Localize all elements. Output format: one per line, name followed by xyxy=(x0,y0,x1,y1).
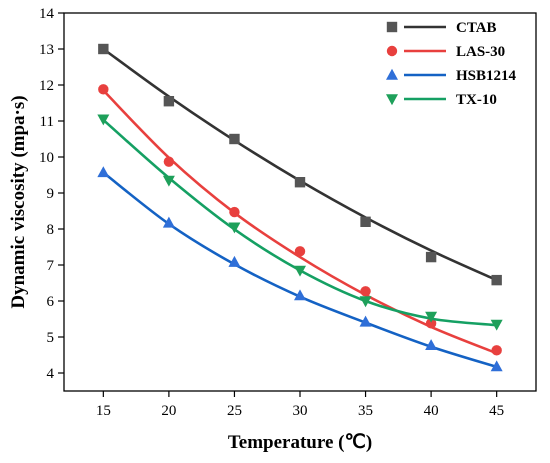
y-tick-label: 5 xyxy=(47,330,55,346)
x-tick-label: 40 xyxy=(424,403,439,419)
x-tick-label: 25 xyxy=(227,403,242,419)
data-point xyxy=(425,251,437,263)
data-point xyxy=(425,318,437,329)
data-point xyxy=(360,286,371,297)
legend-label: LAS-30 xyxy=(456,44,505,60)
data-point xyxy=(98,84,109,95)
x-tick-label: 35 xyxy=(358,403,373,419)
y-tick-label: 7 xyxy=(47,258,55,274)
legend-marker xyxy=(386,68,398,80)
data-point xyxy=(163,96,175,107)
x-axis-title: Temperature (℃) xyxy=(228,432,372,453)
x-tick-label: 20 xyxy=(161,403,176,419)
fit-line xyxy=(102,89,498,355)
data-point xyxy=(491,274,502,286)
y-tick-label: 6 xyxy=(47,294,55,310)
data-point xyxy=(294,265,306,277)
legend-marker xyxy=(386,21,398,33)
data-point xyxy=(425,311,438,323)
data-point xyxy=(294,289,306,301)
legend-item: HSB1214 xyxy=(386,68,517,84)
legend-item: LAS-30 xyxy=(386,44,505,60)
x-tick-label: 45 xyxy=(489,403,504,419)
data-point xyxy=(97,114,110,126)
y-axis-ticks: 4 5 6 7 8 9 10 11 12 13 14 xyxy=(39,6,64,382)
series-las-30 xyxy=(98,84,502,356)
data-point xyxy=(98,43,109,55)
y-tick-label: 14 xyxy=(39,6,55,22)
x-tick-label: 30 xyxy=(293,403,308,419)
y-tick-label: 13 xyxy=(39,42,54,58)
data-point xyxy=(490,360,503,372)
legend-label: CTAB xyxy=(456,20,497,36)
data-point xyxy=(228,255,241,267)
data-point xyxy=(97,166,110,178)
y-tick-label: 8 xyxy=(47,222,55,238)
y-tick-label: 4 xyxy=(47,366,55,382)
data-point xyxy=(491,345,502,356)
y-tick-label: 9 xyxy=(47,186,55,202)
series-tx-10 xyxy=(97,114,503,331)
x-axis-ticks: 15 20 25 30 35 40 45 xyxy=(96,391,504,419)
data-point xyxy=(229,133,240,145)
y-tick-label: 12 xyxy=(39,78,54,94)
data-point xyxy=(294,177,306,188)
series-hsb1214 xyxy=(97,166,503,372)
series-ctab xyxy=(98,43,502,286)
y-axis-title: Dynamic viscosity (mpa·s) xyxy=(8,95,29,308)
data-point xyxy=(360,216,371,227)
x-tick-label: 15 xyxy=(96,403,111,419)
data-point xyxy=(294,246,306,257)
legend-label: TX-10 xyxy=(456,92,497,108)
data-point xyxy=(229,206,240,218)
data-point xyxy=(425,339,438,350)
data-point xyxy=(359,315,372,327)
data-point xyxy=(162,216,175,228)
data-point xyxy=(490,319,503,331)
fit-line xyxy=(102,47,498,282)
y-tick-label: 11 xyxy=(40,114,54,130)
legend-item: TX-10 xyxy=(386,92,497,108)
series-layer xyxy=(97,43,503,372)
y-tick-label: 10 xyxy=(39,150,54,166)
legend-label: HSB1214 xyxy=(456,68,517,84)
data-point xyxy=(163,156,175,167)
data-point xyxy=(228,222,241,234)
legend-marker xyxy=(386,94,398,106)
legend: CTAB LAS-30 HSB1214 TX-10 xyxy=(386,20,517,108)
data-point xyxy=(359,296,372,308)
legend-marker xyxy=(386,45,398,57)
legend-item: CTAB xyxy=(386,20,497,36)
data-point xyxy=(162,175,175,187)
